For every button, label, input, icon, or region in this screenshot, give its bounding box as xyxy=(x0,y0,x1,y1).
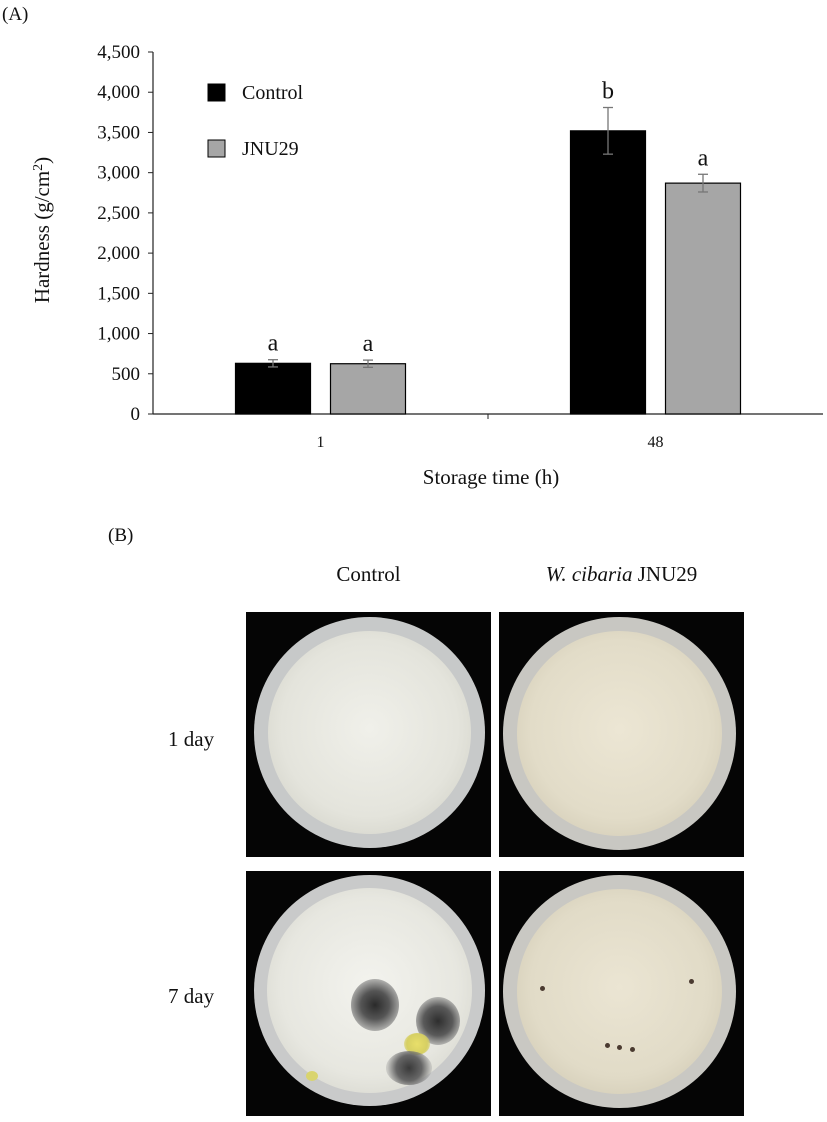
y-tick-label: 3,000 xyxy=(97,163,140,184)
y-tick-label: 1,500 xyxy=(97,283,140,304)
photo-control-1-day xyxy=(246,612,491,857)
photo-control-7-day xyxy=(246,871,491,1116)
chart-bars: a a b a xyxy=(234,79,742,415)
y-axis-title-superscript: 2 xyxy=(31,164,46,171)
mold-colony xyxy=(386,1051,432,1085)
bar xyxy=(569,130,647,415)
flour-sample xyxy=(517,631,722,836)
legend-swatch xyxy=(207,83,226,102)
y-tick-label: 4,500 xyxy=(97,42,140,63)
photo-jnu29-1-day xyxy=(499,612,744,857)
y-tick-label: 3,500 xyxy=(97,122,140,143)
x-axis-title: Storage time (h) xyxy=(423,465,559,489)
y-tick-label: 4,000 xyxy=(97,82,140,103)
y-tick-label: 1,000 xyxy=(97,324,140,345)
dark-speck xyxy=(605,1043,610,1048)
significance-letter: a xyxy=(698,145,709,171)
y-tick-label: 500 xyxy=(112,364,141,385)
panel-a-label: (A) xyxy=(2,4,29,25)
x-tick-label: 48 xyxy=(648,434,664,451)
row-label-7-day: 7 day xyxy=(168,984,215,1008)
dark-speck xyxy=(689,979,694,984)
legend-label: Control xyxy=(242,82,304,104)
y-tick-label: 0 xyxy=(131,404,141,425)
flour-sample xyxy=(517,889,722,1094)
yellow-spot xyxy=(306,1071,318,1081)
chart-axes: 0 500 1,000 1,500 2,000 2,500 3,000 3,500 4,000 4… xyxy=(97,42,823,451)
flour-sample xyxy=(268,631,471,834)
legend-swatch xyxy=(207,139,226,158)
bar xyxy=(664,182,742,415)
y-tick-label: 2,000 xyxy=(97,243,140,264)
row-label-1-day: 1 day xyxy=(168,727,215,751)
legend-label: JNU29 xyxy=(242,138,299,160)
x-tick-label: 1 xyxy=(317,434,325,451)
significance-letter: b xyxy=(602,79,614,105)
y-tick-label: 2,500 xyxy=(97,203,140,224)
significance-letter: a xyxy=(363,331,374,357)
bar xyxy=(329,363,407,415)
chart-legend: Control JNU29 xyxy=(207,82,304,160)
hardness-bar-chart: 0 500 1,000 1,500 2,000 2,500 3,000 3,500 4,000 4… xyxy=(30,42,823,489)
yellow-spot xyxy=(404,1033,430,1055)
column-header-jnu29: W. cibaria JNU29 xyxy=(545,562,698,586)
photo-jnu29-7-day xyxy=(499,871,744,1116)
mold-colony xyxy=(351,979,399,1031)
bar xyxy=(234,362,312,415)
dark-speck xyxy=(630,1047,635,1052)
dark-speck xyxy=(540,986,545,991)
species-name: W. cibaria xyxy=(545,562,633,586)
dark-speck xyxy=(617,1045,622,1050)
significance-letter: a xyxy=(268,331,279,357)
column-header-control: Control xyxy=(336,562,401,586)
y-axis-title: Hardness (g/cm2) xyxy=(30,157,54,303)
panel-b-label: (B) xyxy=(108,525,134,546)
